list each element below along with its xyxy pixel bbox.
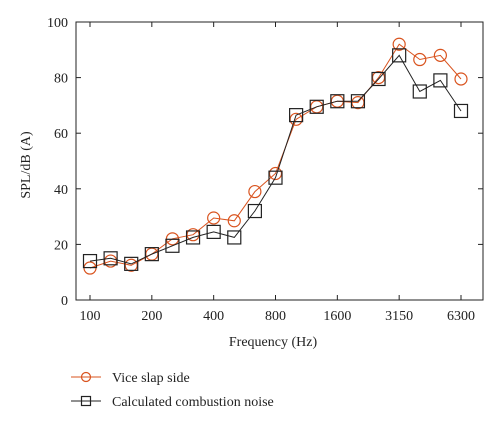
point-marker — [80, 395, 92, 407]
legend-label: Calculated combustion noise — [112, 395, 274, 410]
point-marker — [103, 251, 118, 266]
plot-area — [82, 37, 469, 275]
point-marker — [206, 224, 221, 239]
y-tick-label: 40 — [54, 183, 68, 198]
point-marker — [80, 371, 92, 383]
y-tick-label: 80 — [54, 72, 68, 87]
point-marker — [227, 230, 242, 245]
point-marker — [144, 247, 159, 262]
point-marker — [248, 184, 262, 199]
x-tick-label: 1600 — [323, 309, 351, 324]
x-tick-label: 800 — [265, 309, 286, 324]
point-marker — [413, 52, 427, 67]
point-marker — [330, 94, 345, 109]
point-marker — [247, 203, 262, 219]
point-marker — [289, 108, 304, 123]
y-tick-label: 0 — [61, 294, 68, 309]
point-marker — [412, 84, 427, 99]
legend-item: Calculated combustion noise — [71, 395, 274, 410]
axes: 0 20 40 60 80 100 100 200 400 800 1600 3150 6300 — [47, 16, 484, 324]
x-tick-label: 3150 — [385, 309, 413, 324]
legend-item: Vice slap side — [71, 371, 190, 386]
series-line — [89, 43, 462, 269]
point-marker — [433, 73, 448, 88]
plot-frame — [75, 21, 484, 301]
y-tick-label: 60 — [54, 127, 68, 142]
point-marker — [350, 94, 366, 109]
y-tick-label: 100 — [47, 16, 68, 31]
point-marker — [453, 103, 469, 119]
point-marker — [454, 72, 468, 86]
x-tick-label: 100 — [80, 309, 101, 324]
point-marker — [124, 256, 139, 271]
point-marker — [309, 99, 324, 114]
x-tick-label: 400 — [203, 309, 224, 324]
x-tick-label: 6300 — [447, 309, 475, 324]
point-marker — [185, 230, 201, 245]
point-marker — [392, 48, 407, 63]
point-marker — [268, 170, 283, 185]
y-axis-title: SPL/dB (A) — [19, 131, 34, 199]
point-marker — [227, 214, 241, 228]
point-marker — [165, 238, 180, 253]
series-combustion-noise — [82, 48, 469, 271]
point-marker — [371, 71, 386, 87]
x-axis-title: Frequency (Hz) — [229, 335, 318, 350]
x-tick-label: 200 — [141, 309, 162, 324]
point-marker — [392, 37, 406, 51]
series-line — [89, 54, 462, 265]
legend-label: Vice slap side — [112, 371, 190, 386]
point-marker — [207, 211, 221, 225]
legend: Vice slap side Calculated combustion nois… — [71, 371, 274, 410]
point-marker — [82, 253, 98, 269]
point-marker — [433, 48, 447, 62]
y-tick-label: 20 — [54, 238, 68, 253]
